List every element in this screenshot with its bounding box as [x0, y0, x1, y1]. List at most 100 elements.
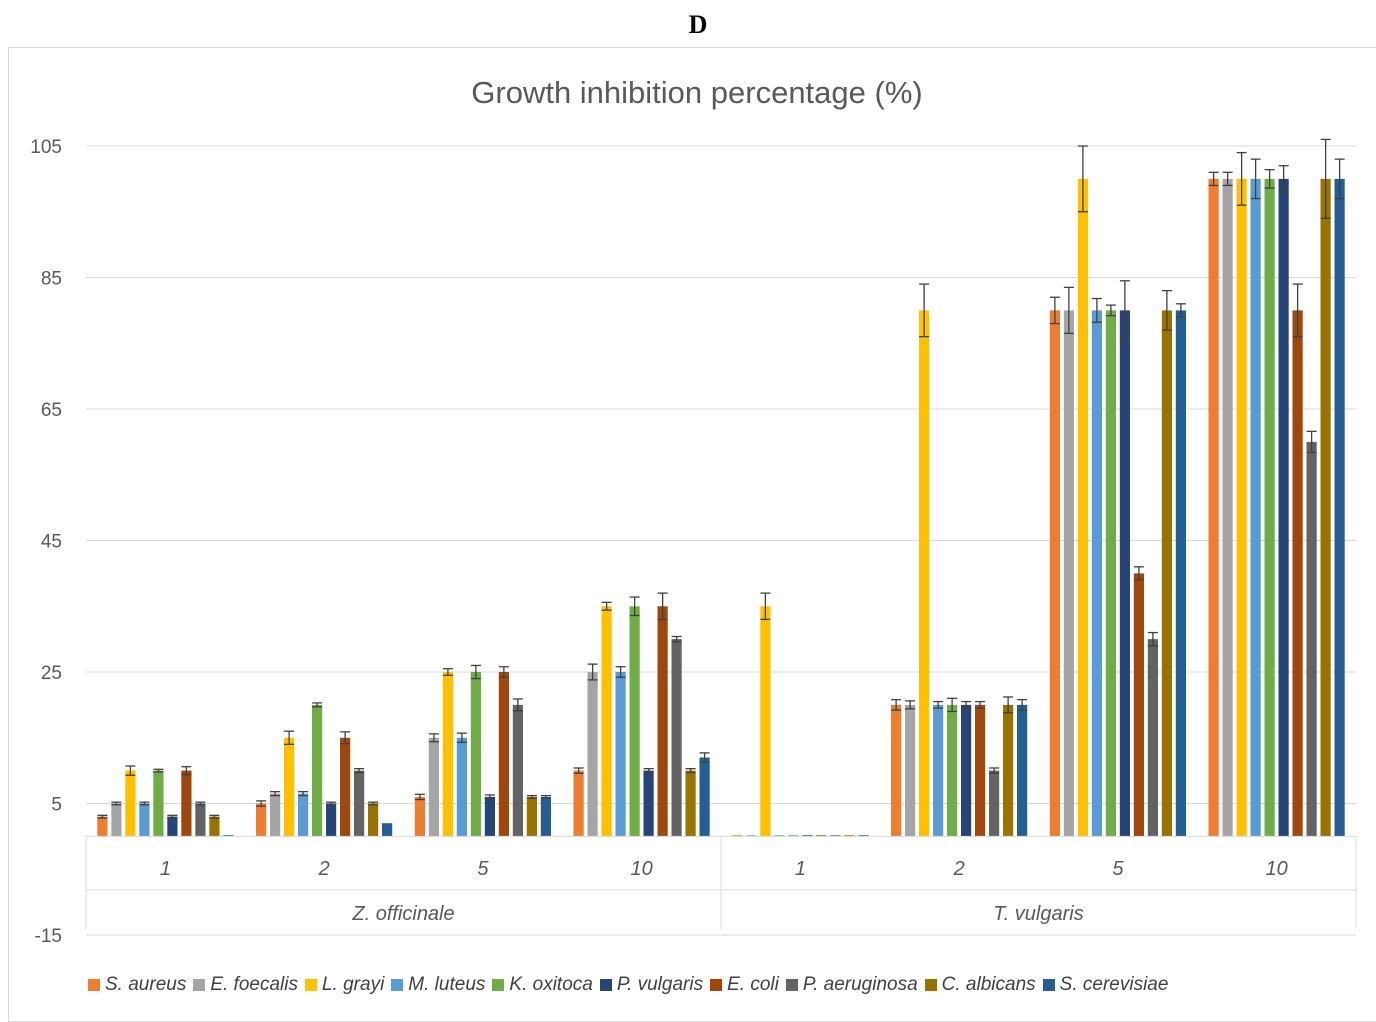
error-bar: [961, 700, 972, 709]
error-bar: [1003, 696, 1014, 714]
legend-swatch: [924, 979, 937, 991]
error-bar: [470, 664, 481, 680]
error-bar: [456, 732, 467, 744]
legend-swatch: [1042, 979, 1055, 991]
error-bar: [270, 791, 281, 797]
error-bar: [933, 700, 944, 709]
y-tick-label: -15: [35, 926, 62, 947]
error-bar: [587, 663, 598, 681]
error-bar: [1077, 145, 1088, 213]
bar: [354, 770, 365, 837]
error-bar: [428, 733, 439, 743]
legend-swatch: [88, 979, 100, 991]
error-bar: [573, 767, 584, 774]
bar: [484, 796, 495, 837]
bar: [1049, 310, 1060, 837]
legend-label: M. luteus: [408, 974, 486, 995]
x-tick-label: 2: [953, 858, 965, 880]
bar: [284, 737, 295, 837]
bar: [1175, 310, 1186, 837]
error-bar: [1147, 631, 1158, 647]
bar: [919, 310, 930, 837]
bar: [1063, 310, 1074, 837]
error-bar: [111, 801, 122, 806]
bar: [573, 770, 584, 837]
y-tick-label: 25: [41, 663, 62, 684]
error-bar: [512, 698, 523, 712]
error-bar: [1264, 169, 1275, 189]
x-tick-label: 1: [795, 858, 806, 880]
error-bar: [1278, 165, 1289, 193]
error-bar: [1236, 151, 1247, 206]
legend-label: C. albicans: [941, 974, 1036, 995]
bar: [470, 672, 481, 837]
bar: [540, 796, 551, 837]
group-label: Z. officinale: [351, 903, 454, 925]
bar: [989, 770, 1000, 837]
error-bar: [153, 768, 164, 773]
error-bar: [1334, 158, 1345, 200]
chart-title: Growth inhibition percentage (%): [471, 75, 922, 110]
bar: [111, 803, 122, 837]
bar: [1278, 178, 1289, 837]
error-bar: [498, 666, 509, 678]
bar: [139, 803, 150, 837]
bar: [657, 606, 668, 837]
y-tick-label: 5: [51, 795, 62, 816]
x-tick-label: 2: [318, 858, 330, 880]
error-bar: [643, 768, 654, 774]
bar: [643, 770, 654, 837]
error-bar: [1091, 297, 1102, 323]
bar: [933, 704, 944, 837]
error-bar: [1208, 171, 1219, 187]
bar: [615, 672, 626, 837]
bar: [326, 803, 337, 837]
legend-label: S. aureus: [105, 974, 187, 995]
legend-entry: P. aeruginosa: [785, 974, 918, 996]
error-bar: [1175, 303, 1186, 318]
bar: [1003, 704, 1014, 837]
bar: [601, 606, 612, 837]
error-bar: [975, 700, 986, 709]
legend-swatch: [193, 979, 206, 991]
error-bar: [891, 698, 902, 711]
bar: [512, 704, 523, 837]
bar: [270, 793, 281, 837]
error-bar: [195, 801, 206, 806]
bar: [368, 803, 379, 837]
bar: [526, 796, 537, 837]
y-tick-label: 85: [41, 269, 62, 290]
bar: [802, 835, 813, 837]
error-bar: [947, 697, 958, 713]
error-bar: [760, 592, 771, 621]
bar: [858, 835, 869, 837]
bar: [428, 737, 439, 837]
bar: [816, 835, 827, 837]
bar: [947, 704, 958, 837]
legend-swatch: [785, 979, 798, 991]
error-bar: [629, 596, 640, 617]
bar: [298, 793, 309, 837]
bar: [1236, 178, 1247, 837]
error-bar: [340, 731, 351, 745]
error-bar: [601, 601, 612, 611]
error-bar: [167, 814, 178, 819]
legend-swatch: [599, 979, 612, 991]
bar: [1292, 310, 1303, 837]
bar: [181, 770, 192, 837]
legend-label: E. coli: [727, 974, 779, 995]
chart-legend: S. aureus E. foecalis L. grayi M. luteus K. …: [88, 974, 1175, 996]
bar: [382, 823, 393, 837]
x-tick-label: 5: [1112, 858, 1124, 880]
x-tick-label: 10: [1266, 858, 1288, 880]
error-bar: [540, 794, 551, 799]
bar: [195, 803, 206, 837]
bar: [442, 672, 453, 837]
error-bar: [1063, 286, 1074, 335]
error-bar: [256, 800, 267, 807]
y-tick-label: 105: [30, 137, 62, 158]
bar: [125, 770, 136, 837]
legend-entry: E. coli: [710, 974, 779, 996]
bar: [1208, 178, 1219, 837]
